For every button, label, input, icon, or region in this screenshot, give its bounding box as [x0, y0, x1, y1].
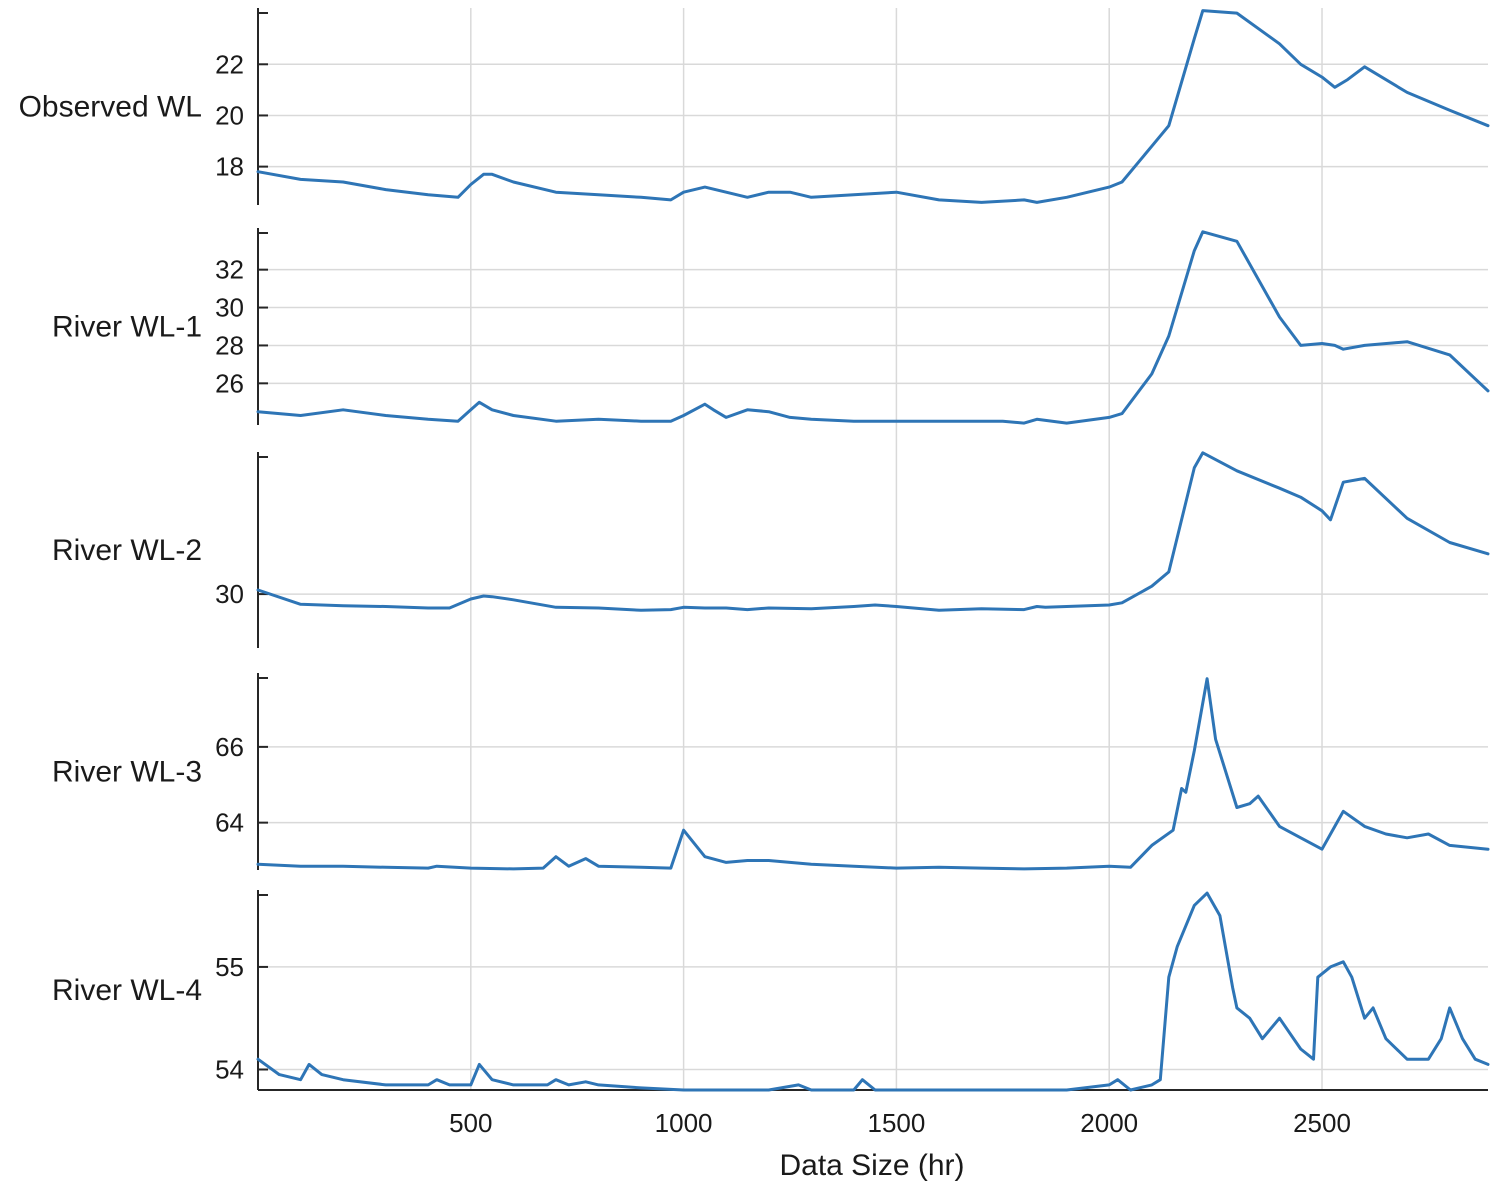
- y-tick-label: 54: [215, 1054, 244, 1084]
- x-axis-title: Data Size (hr): [779, 1149, 964, 1182]
- x-tick-label: 2500: [1293, 1108, 1351, 1138]
- y-tick-label: 30: [215, 579, 244, 609]
- panel-ylabel: River WL-1: [52, 311, 202, 344]
- panel-ylabel: River WL-2: [52, 534, 202, 567]
- series-line: [256, 891, 1490, 1092]
- y-tick-label: 20: [215, 100, 244, 130]
- x-tick-label: 1500: [867, 1108, 925, 1138]
- y-tick-label: 66: [215, 732, 244, 762]
- x-tick-label: 1000: [655, 1108, 713, 1138]
- series-line: [256, 451, 1490, 612]
- y-tick-label: 18: [215, 152, 244, 182]
- y-tick-label: 26: [215, 368, 244, 398]
- series-line: [256, 677, 1490, 871]
- series-line: [256, 9, 1490, 204]
- y-tick-label: 64: [215, 808, 244, 838]
- y-tick-label: 28: [215, 330, 244, 360]
- y-tick-label: 22: [215, 49, 244, 79]
- y-tick-label: 55: [215, 952, 244, 982]
- x-tick-label: 500: [449, 1108, 492, 1138]
- panel-ylabel: River WL-4: [52, 974, 202, 1007]
- y-tick-label: 32: [215, 255, 244, 285]
- panel-ylabel: Observed WL: [19, 91, 202, 124]
- y-tick-label: 30: [215, 293, 244, 323]
- panel-ylabel: River WL-3: [52, 756, 202, 789]
- x-tick-label: 2000: [1080, 1108, 1138, 1138]
- series-line: [256, 230, 1490, 425]
